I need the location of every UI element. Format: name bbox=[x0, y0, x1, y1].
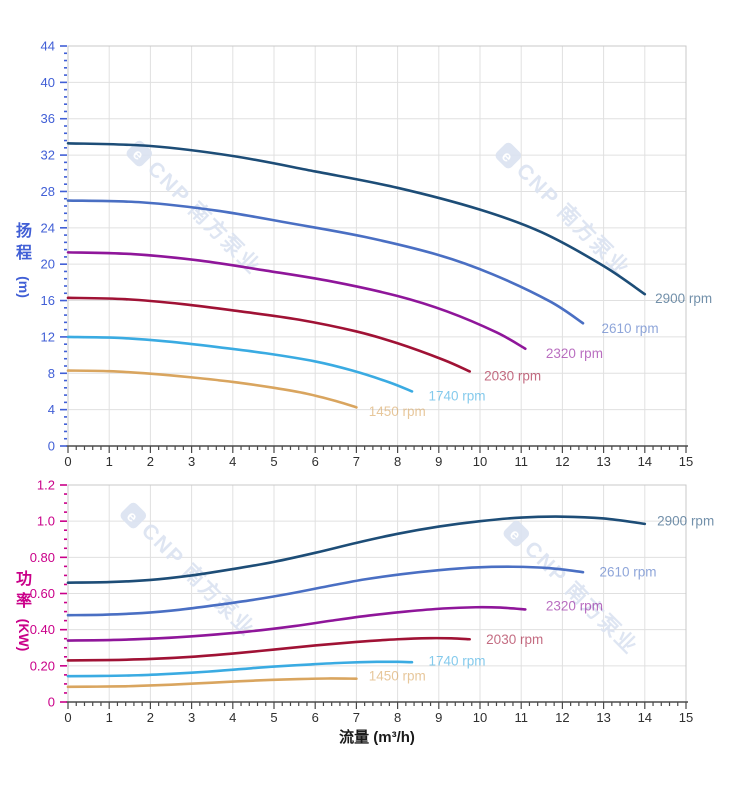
rpm-label-2320rpm: 2320 rpm bbox=[546, 599, 603, 614]
x-tick-label: 4 bbox=[229, 710, 236, 725]
power-y-axis-title-unit: (KW) bbox=[16, 619, 32, 652]
x-tick-label: 7 bbox=[353, 710, 360, 725]
power-y-axis-title-char2: 率 bbox=[16, 591, 32, 610]
head-curve-2610rpm bbox=[66, 199, 585, 325]
x-tick-label: 2 bbox=[147, 710, 154, 725]
rpm-label-1740rpm: 1740 rpm bbox=[429, 653, 486, 668]
x-tick-label: 1 bbox=[106, 710, 113, 725]
power-y-tick-label: 0.80 bbox=[30, 550, 55, 565]
power-y-tick-label: 0 bbox=[48, 695, 55, 710]
x-tick-label: 0 bbox=[64, 710, 71, 725]
power-y-tick-label: 1.0 bbox=[37, 514, 55, 529]
x-tick-label: 13 bbox=[596, 454, 610, 469]
head-y-axis-title-char2: 程 bbox=[16, 244, 32, 262]
rpm-label-1450rpm: 1450 rpm bbox=[369, 404, 426, 419]
x-tick-label: 9 bbox=[435, 710, 442, 725]
x-tick-label: 2 bbox=[147, 454, 154, 469]
head-curve-2900rpm bbox=[66, 141, 647, 296]
rpm-label-2030rpm: 2030 rpm bbox=[486, 632, 543, 647]
x-tick-label: 12 bbox=[555, 454, 569, 469]
head-x-ticks bbox=[67, 446, 687, 453]
power-x-ticks bbox=[67, 702, 687, 709]
head-y-tick-label: 32 bbox=[41, 148, 55, 163]
head-y-tick-label: 36 bbox=[41, 111, 55, 126]
head-y-axis-title-char1: 扬 bbox=[16, 221, 32, 240]
rpm-label-2900rpm: 2900 rpm bbox=[655, 291, 712, 306]
power-y-tick-label: 1.2 bbox=[37, 478, 55, 493]
x-tick-label: 6 bbox=[312, 454, 319, 469]
x-tick-label: 0 bbox=[64, 454, 71, 469]
power-y-ticks bbox=[60, 484, 67, 703]
head-y-tick-label: 4 bbox=[48, 402, 55, 417]
x-tick-label: 12 bbox=[555, 710, 569, 725]
power-curve-2610rpm bbox=[66, 565, 585, 617]
x-tick-label: 8 bbox=[394, 454, 401, 469]
x-axis-title: 流量 (m³/h) bbox=[339, 728, 415, 746]
x-tick-label: 9 bbox=[435, 454, 442, 469]
head-y-tick-label: 24 bbox=[41, 220, 55, 235]
x-tick-label: 14 bbox=[638, 710, 652, 725]
x-tick-label: 5 bbox=[270, 454, 277, 469]
power-curve-2030rpm bbox=[66, 636, 471, 662]
head-curve-2320rpm bbox=[66, 251, 527, 351]
rpm-label-2320rpm: 2320 rpm bbox=[546, 346, 603, 361]
cnp-logo-icon bbox=[126, 140, 153, 167]
x-tick-label: 5 bbox=[270, 710, 277, 725]
x-tick-label: 13 bbox=[596, 710, 610, 725]
rpm-label-2610rpm: 2610 rpm bbox=[602, 321, 659, 336]
cnp-logo-icon bbox=[495, 142, 522, 169]
x-tick-label: 6 bbox=[312, 710, 319, 725]
head-y-ticks bbox=[60, 45, 67, 447]
cnp-logo-icon bbox=[120, 502, 147, 529]
x-tick-label: 4 bbox=[229, 454, 236, 469]
x-tick-label: 7 bbox=[353, 454, 360, 469]
power-curve-1740rpm bbox=[66, 660, 414, 678]
power-y-axis-title-char1: 功 bbox=[16, 570, 32, 588]
head-y-tick-label: 16 bbox=[41, 293, 55, 308]
head-y-tick-label: 28 bbox=[41, 184, 55, 199]
x-tick-label: 3 bbox=[188, 710, 195, 725]
head-y-tick-label: 12 bbox=[41, 329, 55, 344]
x-tick-label: 14 bbox=[638, 454, 652, 469]
cnp-logo-icon bbox=[503, 520, 530, 547]
x-tick-label: 3 bbox=[188, 454, 195, 469]
head-y-tick-label: 40 bbox=[41, 75, 55, 90]
x-tick-label: 15 bbox=[679, 454, 693, 469]
watermark-text: CNP 南方泵业 bbox=[512, 158, 635, 281]
x-tick-label: 15 bbox=[679, 710, 693, 725]
power-y-tick-label: 0.40 bbox=[30, 622, 55, 637]
rpm-label-2610rpm: 2610 rpm bbox=[599, 564, 656, 579]
x-tick-label: 11 bbox=[514, 710, 528, 725]
power-y-tick-label: 0.60 bbox=[30, 586, 55, 601]
head-y-axis-title-unit: (m) bbox=[16, 276, 32, 298]
head-curve-1450rpm bbox=[66, 369, 358, 409]
x-tick-label: 11 bbox=[514, 454, 528, 469]
head-y-tick-label: 0 bbox=[48, 439, 55, 454]
head-y-tick-label: 44 bbox=[41, 39, 55, 54]
rpm-label-2030rpm: 2030 rpm bbox=[484, 369, 541, 384]
head-y-tick-label: 20 bbox=[41, 257, 55, 272]
power-curve-2320rpm bbox=[66, 605, 527, 642]
power-curve-1450rpm bbox=[66, 677, 358, 689]
power-curve-2900rpm bbox=[66, 515, 647, 584]
head-curve-2030rpm bbox=[66, 296, 471, 373]
power-grid bbox=[68, 484, 687, 702]
x-tick-label: 10 bbox=[473, 454, 487, 469]
rpm-label-1450rpm: 1450 rpm bbox=[369, 668, 426, 683]
power-y-tick-label: 0.20 bbox=[30, 658, 55, 673]
x-tick-label: 10 bbox=[473, 710, 487, 725]
x-tick-label: 8 bbox=[394, 710, 401, 725]
head-y-tick-label: 8 bbox=[48, 366, 55, 381]
rpm-label-1740rpm: 1740 rpm bbox=[429, 389, 486, 404]
x-tick-label: 1 bbox=[106, 454, 113, 469]
rpm-label-2900rpm: 2900 rpm bbox=[657, 514, 714, 529]
head-curve-1740rpm bbox=[66, 335, 414, 393]
